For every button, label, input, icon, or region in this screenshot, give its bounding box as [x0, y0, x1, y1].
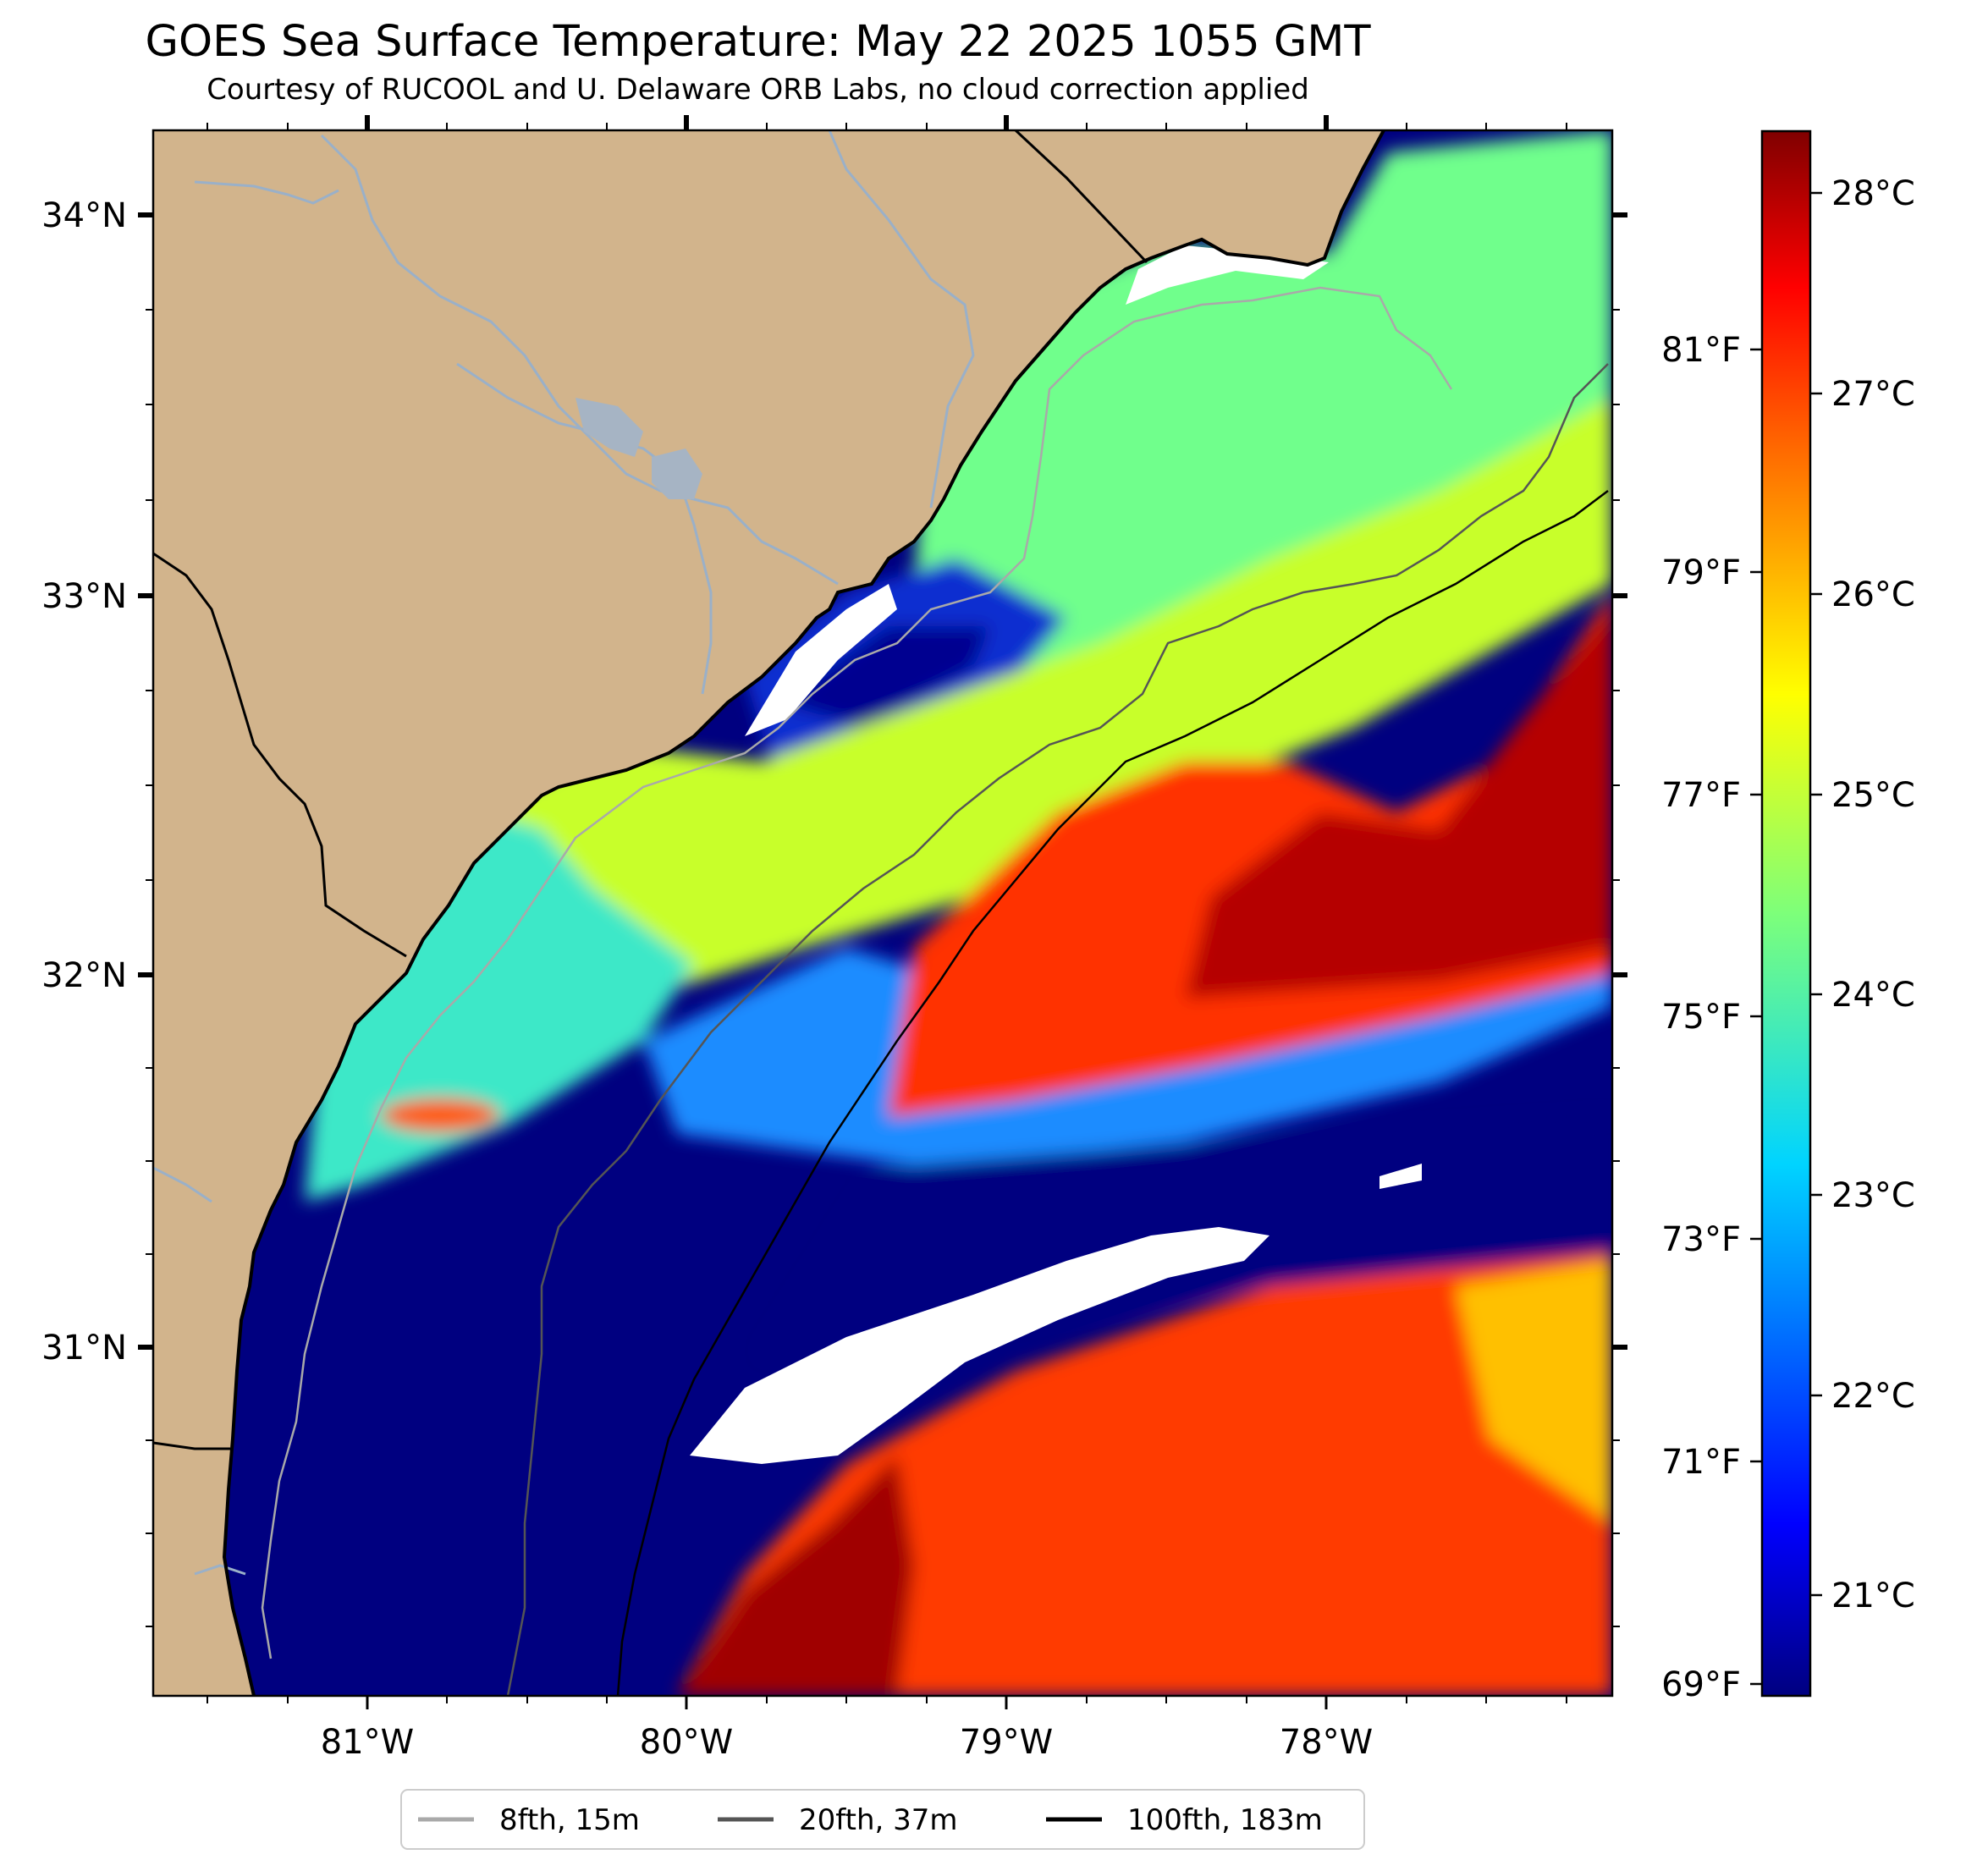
celsius-ticks: [1810, 191, 1822, 1597]
c-label-22: 22°C: [1831, 1377, 1915, 1416]
southeast-yellow-edge: [1456, 1261, 1612, 1523]
cloud-mask-charleston: [745, 584, 897, 736]
legend-label-8fth: 8fth, 15m: [499, 1803, 640, 1837]
warm-spot-inshore: [381, 1098, 499, 1132]
f-label-75: 75°F: [1661, 998, 1741, 1037]
lake-moultrie: [652, 448, 702, 499]
state-border: [153, 552, 407, 958]
map-frame: [151, 129, 1614, 1698]
southeast-warm-core: [677, 1456, 914, 1696]
map-area: [153, 130, 1612, 1696]
contour-100fth: [616, 490, 1609, 1696]
shelf-mid-water: [322, 398, 1612, 1100]
fahrenheit-ticks: [1750, 348, 1762, 1686]
coastline: [222, 130, 1385, 1696]
f-label-79: 79°F: [1661, 553, 1741, 592]
contour-8fth: [261, 286, 1453, 1659]
cloud-mask-central: [690, 1227, 1269, 1464]
map-title: GOES Sea Surface Temperature: May 22 202…: [145, 17, 1371, 67]
rivers: [153, 130, 975, 1576]
f-label-73: 73°F: [1661, 1220, 1741, 1259]
legend-box: [400, 1789, 1365, 1850]
cloud-mask-offshore: [1379, 1164, 1422, 1189]
f-label-71: 71°F: [1661, 1443, 1741, 1482]
lat-label-31n: 31°N: [41, 1329, 127, 1367]
lon-label-78w: 78°W: [1280, 1723, 1373, 1762]
contour-20fth: [506, 363, 1609, 1696]
lat-label-34n: 34°N: [41, 196, 127, 235]
colorbar: [1760, 129, 1812, 1698]
state-border-ga-fl: [153, 1441, 230, 1450]
lon-label-81w: 81°W: [321, 1723, 414, 1762]
c-label-26: 26°C: [1831, 575, 1915, 614]
map-subtitle: Courtesy of RUCOOL and U. Delaware ORB L…: [207, 73, 1309, 107]
c-label-28: 28°C: [1831, 174, 1915, 213]
cold-patch-charleston-core: [779, 626, 990, 728]
f-label-77: 77°F: [1661, 776, 1741, 815]
gulf-stream-core: [1185, 609, 1612, 999]
c-label-25: 25°C: [1831, 776, 1915, 815]
land-mass: [153, 130, 1384, 1696]
legend-label-20fth: 20fth, 37m: [799, 1803, 958, 1837]
c-label-21: 21°C: [1831, 1577, 1915, 1615]
lon-label-79w: 79°W: [960, 1723, 1053, 1762]
minor-ticks: [138, 123, 1620, 1703]
lon-label-80w: 80°W: [640, 1723, 733, 1762]
f-label-81: 81°F: [1661, 331, 1741, 370]
state-border-nc-sc: [1014, 130, 1148, 264]
lake-marion: [575, 398, 643, 457]
c-label-23: 23°C: [1831, 1176, 1915, 1215]
f-label-69: 69°F: [1661, 1665, 1741, 1704]
c-label-24: 24°C: [1831, 976, 1915, 1015]
gulf-stream-warm: [889, 592, 1612, 1117]
c-label-27: 27°C: [1831, 375, 1915, 414]
lat-label-32n: 32°N: [41, 956, 127, 995]
legend-label-100fth: 100fth, 183m: [1127, 1803, 1323, 1837]
lat-label-33n: 33°N: [41, 577, 127, 616]
sst-field: [305, 130, 1612, 1696]
